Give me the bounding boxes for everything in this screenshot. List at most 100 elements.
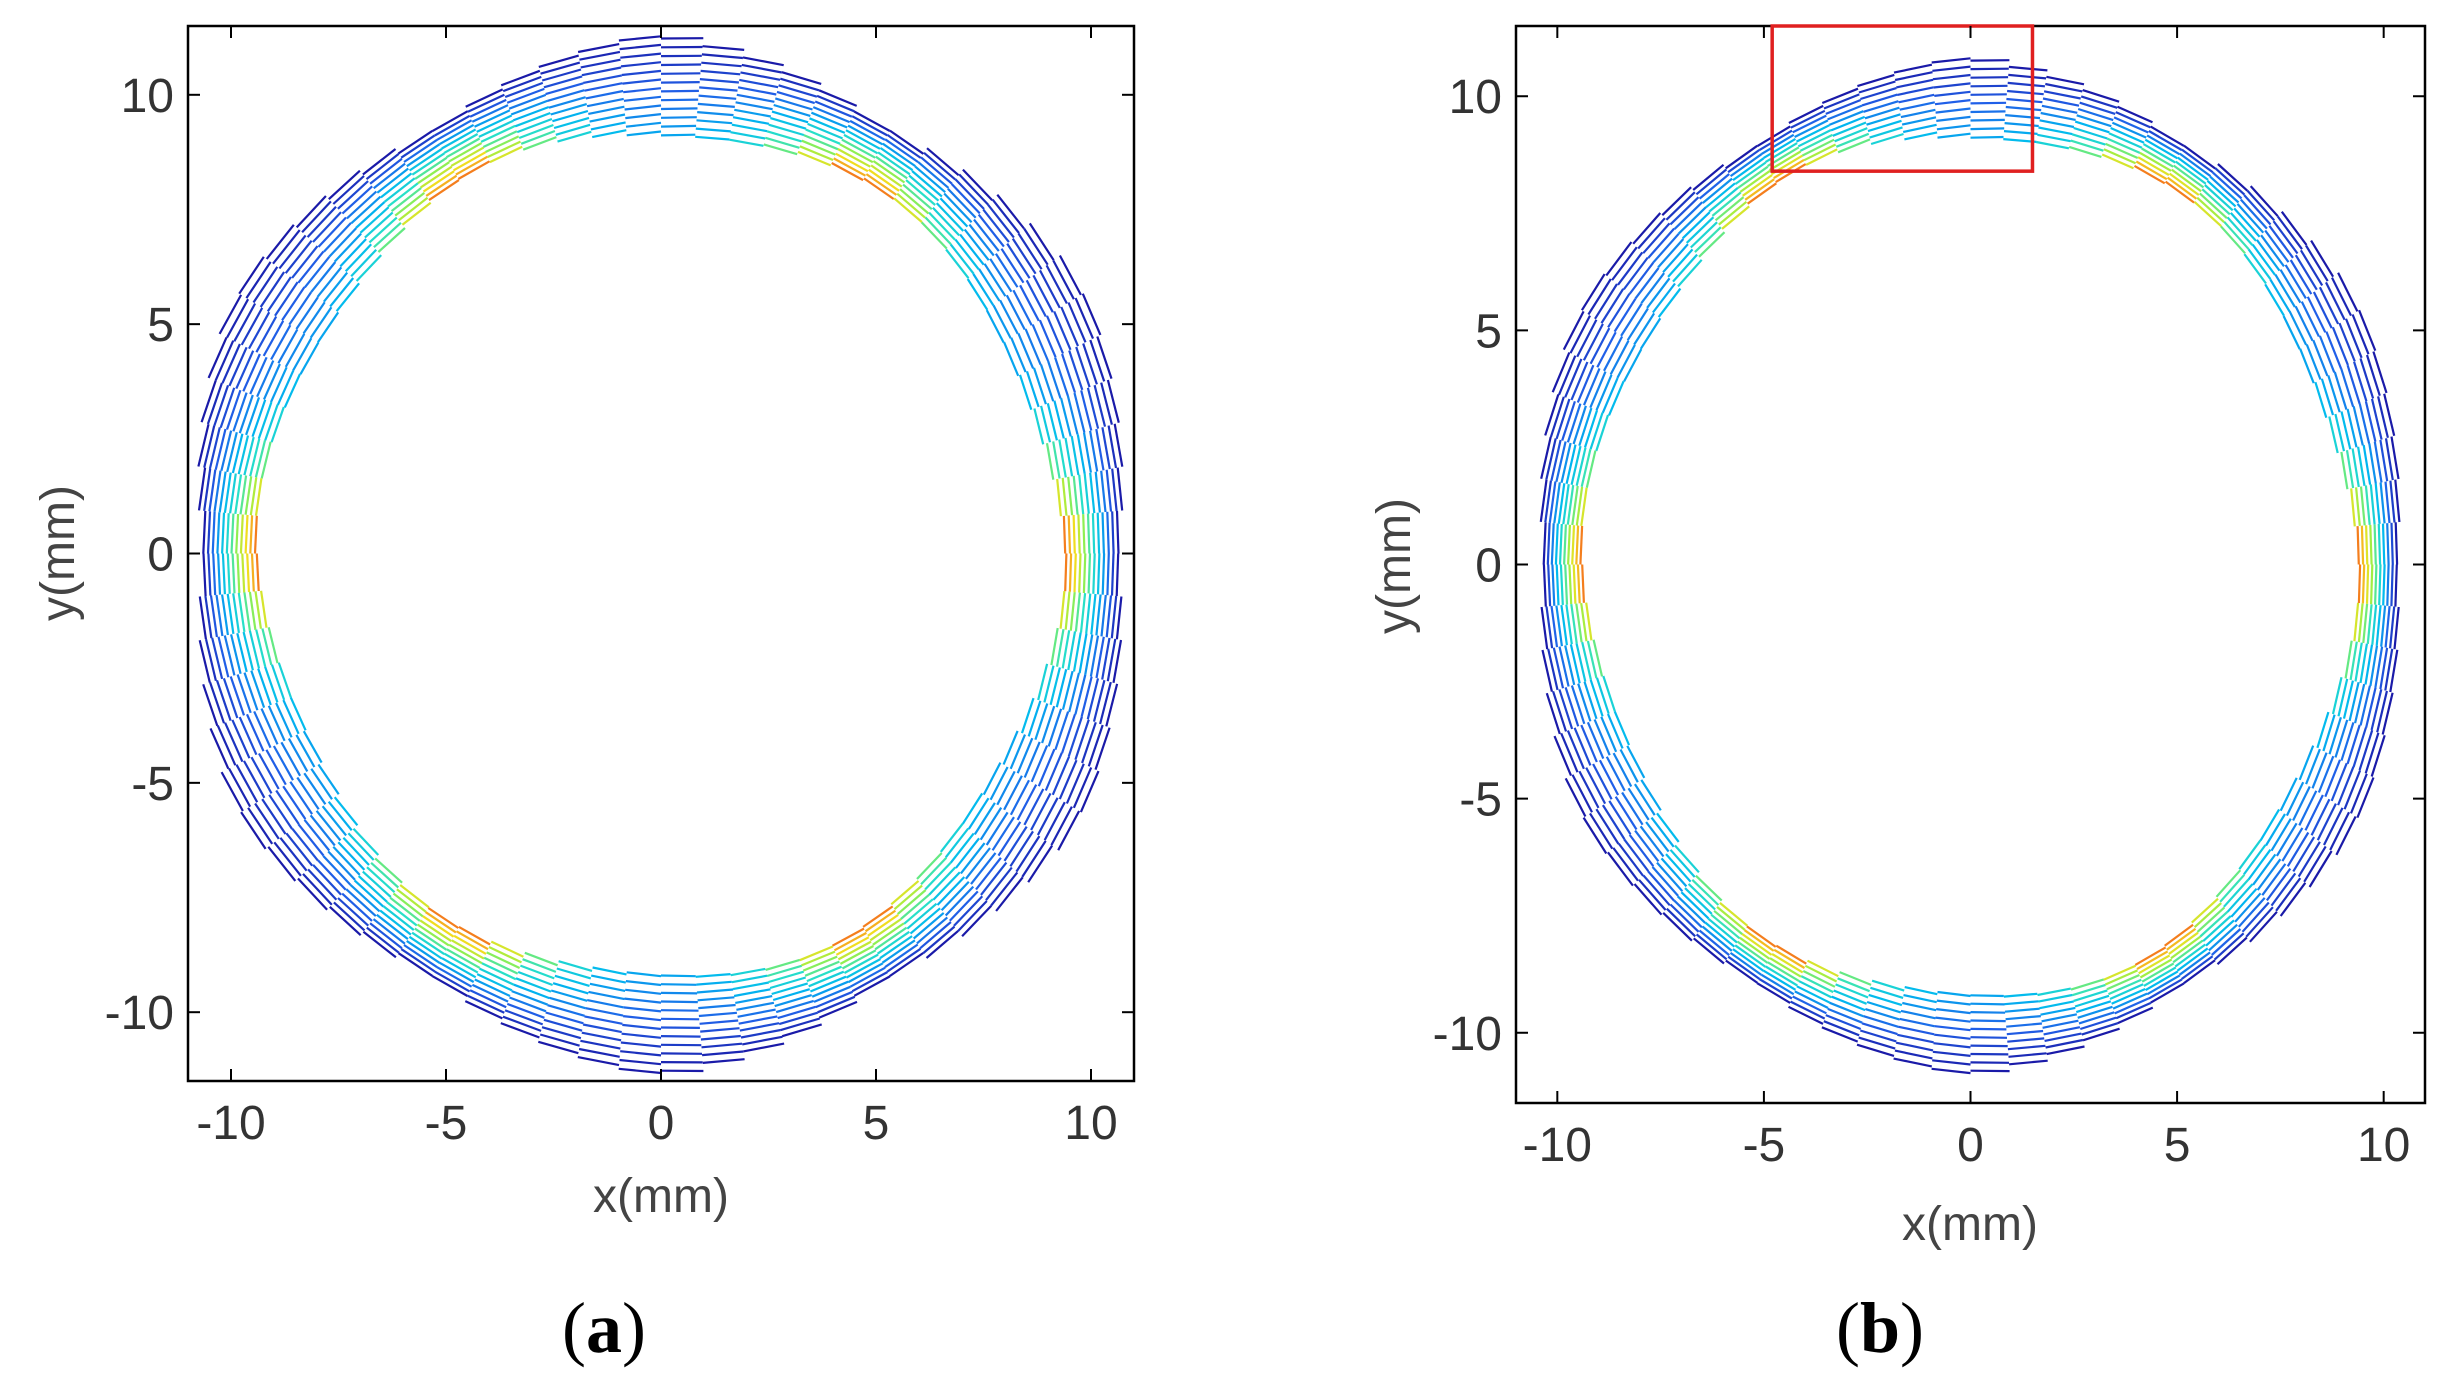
panel-a-contour-segment xyxy=(922,925,956,954)
panel-a-contour-segment xyxy=(467,93,505,113)
panel-a-contour-segment xyxy=(543,1018,583,1032)
panel-a-contour-segment xyxy=(1089,339,1106,382)
panel-b-contour-segment xyxy=(2352,727,2367,768)
panel-a-contour-segment xyxy=(401,201,432,226)
panel-b-contour-segment xyxy=(1542,522,1547,565)
panel-a-contour-segment xyxy=(427,907,459,929)
panel-a-contour-segment xyxy=(1074,674,1087,715)
panel-b-contour-segment xyxy=(1858,80,1896,94)
panel-a-contour-segment xyxy=(555,123,591,136)
panel-a-contour-segment xyxy=(779,77,820,92)
panel-a-contour-segment xyxy=(394,192,425,217)
panel-a-contour-segment xyxy=(954,238,980,270)
panel-a-contour-segment xyxy=(1086,678,1100,720)
panel-a-contour-segment xyxy=(997,821,1022,857)
panel-a-contour-segment xyxy=(203,425,216,468)
panel-a-contour-segment xyxy=(312,211,342,243)
panel-a-contour-segment xyxy=(865,173,898,196)
panel-b-contour-segment xyxy=(2366,604,2373,645)
panel-b-contour-segment xyxy=(2359,685,2371,726)
panel-b-contour-segment xyxy=(2133,164,2166,185)
panel-b-contour-segment xyxy=(1559,564,1564,605)
panel-b-contour-segment xyxy=(1904,986,1938,996)
panel-b-contour-segment xyxy=(2201,188,2231,216)
panel-b-contour-segment xyxy=(1581,564,1585,603)
panel-a-contour-segment xyxy=(362,148,397,176)
panel-b-contour-segment xyxy=(1562,484,1570,525)
panel-b-contour-segment xyxy=(1687,883,1716,911)
panel-a-contour-segment xyxy=(1105,469,1113,512)
panel-a-contour-segment xyxy=(619,1058,662,1066)
panel-b-x-tick-label: -10 xyxy=(1523,1119,1592,1172)
panel-b-contour-segment xyxy=(1572,405,1587,445)
panel-b-contour-segment xyxy=(1860,87,1897,101)
panel-b-contour-segment xyxy=(1551,352,1571,393)
panel-b-x-axis-label: x(mm) xyxy=(1902,1198,2038,1251)
panel-a-contour-segment xyxy=(482,130,518,148)
panel-b-contour-segment xyxy=(2334,413,2346,452)
panel-b-contour-segment xyxy=(2324,759,2342,798)
panel-a-contour-segment xyxy=(254,802,280,840)
panel-b-contour-segment xyxy=(1677,206,1707,235)
panel-b-contour-segment xyxy=(1587,278,1612,316)
panel-b-contour-segment xyxy=(1580,487,1588,527)
panel-a-contour-segment xyxy=(502,1015,542,1032)
panel-b-contour-segment xyxy=(2266,867,2292,902)
panel-b-contour-segment xyxy=(1660,857,1688,888)
panel-b-contour-segment xyxy=(1545,606,1554,649)
panel-a-contour-segment xyxy=(1092,679,1106,722)
panel-a-contour-segment xyxy=(813,985,851,1003)
panel-b-contour-segment xyxy=(1623,838,1650,872)
panel-a-contour-segment xyxy=(879,147,914,172)
panel-b-contour-segment xyxy=(2374,564,2378,605)
panel-a-contour-segment xyxy=(978,268,1001,302)
panel-a-contour-segment xyxy=(316,311,340,343)
panel-a-contour-segment xyxy=(504,1009,544,1026)
panel-b-contour-segment xyxy=(1565,604,1573,645)
panel-a-contour-segment xyxy=(317,216,347,248)
panel-b-contour-segment xyxy=(1825,98,1862,115)
panel-b-contour-segment xyxy=(1970,84,2008,88)
panel-a-contour-segment xyxy=(387,182,419,208)
panel-a-contour-segment xyxy=(1067,515,1072,554)
panel-a-contour-segment xyxy=(443,133,479,154)
panel-a-contour-segment xyxy=(431,110,469,133)
panel-b-contour-segment xyxy=(2325,281,2346,321)
panel-a-contour-segment xyxy=(291,828,319,862)
panel-b-contour-segment xyxy=(1633,312,1656,346)
panel-a-contour-segment xyxy=(815,990,854,1009)
panel-a-contour-segment xyxy=(939,197,969,228)
panel-b-contour-segment xyxy=(2039,119,2075,129)
panel-b-contour-segment xyxy=(2390,564,2394,607)
panel-a-contour-segment xyxy=(737,1008,776,1018)
panel-a-contour-segment xyxy=(457,160,491,180)
panel-b-contour-segment xyxy=(1711,191,1742,217)
panel-a-contour-segment xyxy=(1095,594,1102,636)
panel-b-contour-segment xyxy=(1932,1059,1971,1066)
panel-a-contour-segment xyxy=(216,725,237,766)
panel-a-contour-segment xyxy=(876,930,910,955)
panel-b-contour-segment xyxy=(1552,690,1568,732)
panel-a-contour-segment xyxy=(545,82,584,96)
panel-a-contour-segment xyxy=(333,796,359,826)
panel-a-contour-segment xyxy=(488,946,522,964)
panel-a-contour-segment xyxy=(735,101,773,111)
panel-a-contour-segment xyxy=(226,431,238,473)
panel-b-contour-segment xyxy=(2373,524,2377,565)
panel-b-contour-segment xyxy=(2146,134,2181,156)
panel-a-contour-segment xyxy=(366,926,400,954)
panel-b-contour-segment xyxy=(2249,911,2278,943)
panel-b-contour-segment xyxy=(2046,1045,2085,1056)
panel-b-contour-segment xyxy=(1801,138,1835,157)
panel-b-contour-segment xyxy=(1558,523,1563,565)
panel-b-contour-segment xyxy=(1871,979,1905,992)
panel-b-contour-segment xyxy=(1595,374,1613,411)
panel-a-contour-segment xyxy=(972,273,995,306)
panel-b-contour-segment xyxy=(2298,745,2315,781)
panel-b-contour-segment xyxy=(1616,344,1636,379)
panel-b-contour-segment xyxy=(2286,831,2310,867)
panel-a-contour-segment xyxy=(699,78,739,84)
panel-b-contour-segment xyxy=(1548,481,1557,523)
panel-b-contour-segment xyxy=(1540,606,1549,650)
panel-b-contour-segment xyxy=(1796,985,1831,1004)
